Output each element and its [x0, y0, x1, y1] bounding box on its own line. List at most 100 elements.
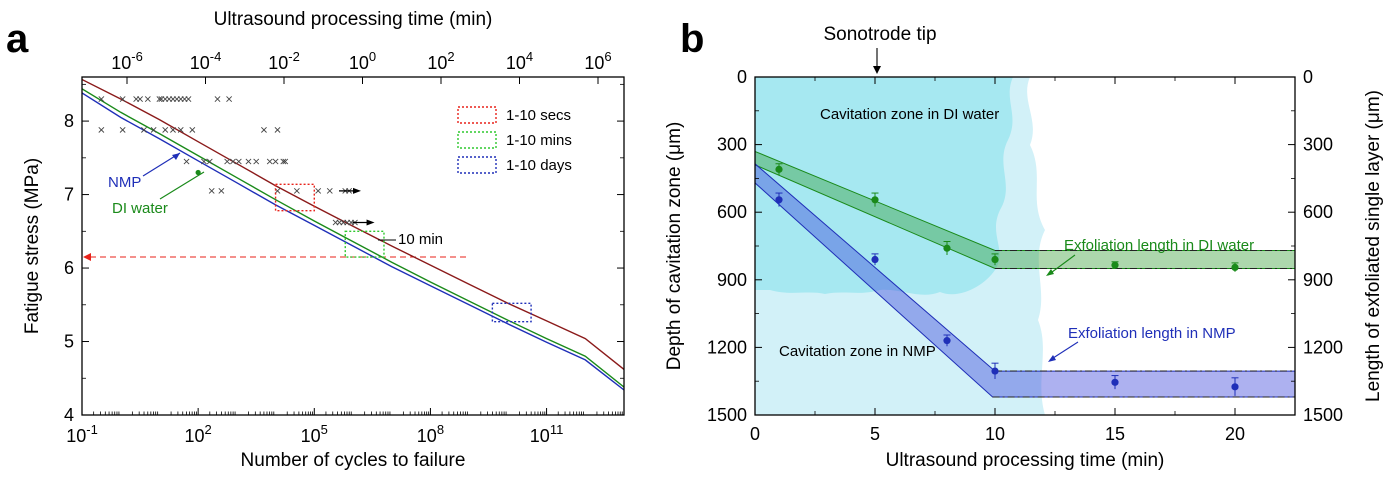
- fatigue-point-stroke: [177, 126, 184, 133]
- fatigue-point-stroke: [170, 126, 176, 133]
- fatigue-point-stroke: [315, 187, 322, 194]
- top-axis-title-a: Ultrasound processing time (min): [214, 9, 493, 30]
- fatigue-point: [293, 187, 300, 194]
- legend-label-1: 1-10 mins: [506, 132, 572, 149]
- di-water-curve-label: DI water: [112, 200, 168, 217]
- fatigue-point: [218, 187, 225, 194]
- sn-curve-0: [82, 78, 624, 370]
- fatigue-point: [208, 187, 215, 194]
- x2-tick-label-a: 100: [349, 49, 376, 73]
- zone-label-di: Cavitation zone in DI water: [820, 106, 999, 123]
- fatigue-point-stroke: [98, 96, 105, 102]
- fatigue-point: [141, 126, 147, 133]
- x-tick-label-b: 15: [1105, 424, 1125, 444]
- nmp-arrowhead: [172, 153, 180, 160]
- fatigue-point: [144, 96, 151, 102]
- fatigue-point: [98, 96, 105, 102]
- fatigue-point-stroke: [201, 158, 207, 165]
- fatigue-point-stroke: [274, 126, 281, 133]
- y-tick-label-a: 7: [64, 185, 74, 205]
- fatigue-point: [235, 158, 242, 165]
- fatigue-point: [245, 158, 252, 165]
- y-tick-label-a: 8: [64, 111, 74, 131]
- runout-arrowhead: [366, 219, 375, 226]
- fatigue-point-stroke: [293, 187, 300, 194]
- fatigue-point-stroke: [183, 158, 190, 165]
- zone-label-nmp: Cavitation zone in NMP: [779, 343, 936, 360]
- fatigue-point: [183, 158, 190, 165]
- x-tick-label-a: 108: [417, 422, 444, 446]
- x-tick-label-a: 10-1: [66, 422, 98, 446]
- exfoliation-point-0: [1111, 261, 1119, 269]
- fatigue-point: [201, 158, 207, 165]
- fatigue-point: [150, 126, 157, 133]
- y2-tick-label-b: 600: [1303, 202, 1333, 222]
- exfoliation-point-1: [775, 196, 783, 204]
- x-tick-label-b: 0: [750, 424, 760, 444]
- sonotrode-arrowhead: [873, 66, 881, 74]
- fatigue-point-stroke: [326, 187, 333, 194]
- runout-arrowhead: [353, 187, 361, 194]
- x2-tick-label-a: 10-6: [111, 49, 143, 73]
- sn-curves: [82, 78, 624, 391]
- fatigue-point-stroke: [253, 158, 260, 165]
- fatigue-point-stroke: [162, 126, 169, 133]
- panel-a-letter: a: [6, 17, 29, 61]
- y-tick-label-b: 1200: [707, 337, 747, 357]
- fatigue-point-stroke: [119, 96, 126, 102]
- fatigue-point: [185, 96, 192, 102]
- fatigue-point: [282, 158, 289, 165]
- panel-b-ticks: 0 5 10 15 20 0 0 300 300 600 600 900 900 1200 1200 1500…: [707, 67, 1343, 444]
- legend-label-0: 1-10 secs: [506, 107, 571, 124]
- cavitation-zones: [755, 77, 1045, 415]
- fatigue-point-stroke: [206, 158, 213, 165]
- fatigue-point: [326, 187, 333, 194]
- y2-tick-label-b: 0: [1303, 67, 1313, 87]
- exfoliation-point-1: [1111, 378, 1119, 386]
- fatigue-point: [266, 158, 273, 165]
- time-boxes: [274, 183, 532, 323]
- exfoliation-point-1: [1231, 383, 1239, 391]
- exfoliation-point-0: [943, 244, 951, 252]
- y-tick-label-a: 5: [64, 332, 74, 352]
- x-tick-label-a: 1011: [530, 422, 564, 446]
- fatigue-point: [98, 126, 105, 133]
- fatigue-point: [280, 158, 287, 165]
- fatigue-point-stroke: [218, 187, 225, 194]
- legend-swatch-2: [457, 156, 497, 174]
- panel-a-chart: 10-1 102 105 108 1011 10-6 10-4 10-2 100 102 104 10…: [22, 9, 625, 471]
- di-curve-marker: [195, 169, 201, 176]
- fatigue-point-stroke: [119, 126, 126, 133]
- cavitation-zone-di: [755, 77, 1013, 295]
- fatigue-point-stroke: [214, 96, 221, 102]
- fatigue-point: [274, 126, 281, 133]
- fatigue-point: [137, 96, 143, 102]
- fatigue-point-stroke: [272, 158, 279, 165]
- x-tick-label-a: 102: [185, 422, 212, 446]
- fatigue-point: [224, 158, 231, 165]
- fatigue-point-stroke: [144, 96, 151, 102]
- fatigue-point: [261, 126, 267, 133]
- y-tick-label-b: 900: [717, 270, 747, 290]
- time-box-days: [491, 302, 532, 323]
- fatigue-point: [170, 126, 176, 133]
- series-arrowhead-nmp: [1048, 355, 1056, 362]
- exfoliation-point-1: [871, 255, 879, 264]
- x2-tick-label-a: 102: [427, 49, 454, 73]
- sonotrode-tip-label: Sonotrode tip: [823, 24, 936, 45]
- y2-tick-label-b: 900: [1303, 270, 1333, 290]
- legend-label-2: 1-10 days: [506, 157, 572, 174]
- x-tick-label-b: 10: [985, 424, 1005, 444]
- ten-min-label: 10 min: [398, 231, 443, 248]
- fatigue-point: [156, 96, 163, 102]
- exfoliation-point-0: [871, 196, 879, 204]
- fatigue-point-stroke: [245, 158, 252, 165]
- plot-frame-b: [754, 76, 1296, 416]
- x-axis-title-a: Number of cycles to failure: [241, 450, 466, 471]
- y-tick-label-a: 6: [64, 258, 74, 278]
- time-box-mins: [344, 230, 385, 258]
- band-fill-nmp: [755, 163, 1295, 397]
- fatigue-point-stroke: [266, 158, 273, 165]
- fatigue-point: [230, 158, 236, 165]
- series-pointer-nmp: [1049, 341, 1079, 361]
